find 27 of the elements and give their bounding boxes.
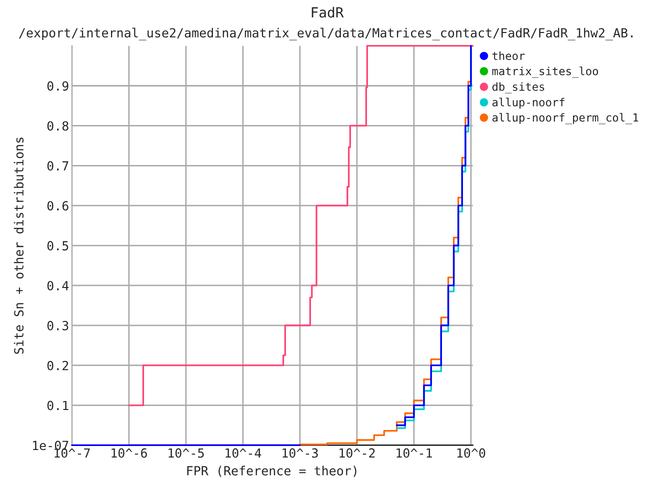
x-tick-label: 10^-7	[54, 448, 90, 458]
legend-label: theor	[492, 51, 525, 60]
chart-subtitle: /export/internal_use2/amedina/matrix_eval/data/Matrices_contact/FadR/FadR_1hw2_AB.	[19, 28, 633, 40]
y-tick-label: 0.9	[47, 81, 68, 91]
x-tick-label: 10^-4	[226, 448, 262, 458]
x-axis-title: FPR (Reference = theor)	[187, 466, 356, 477]
x-tick-label: 10^-5	[168, 448, 204, 458]
x-tick-label: 10^-6	[112, 448, 147, 458]
y-tick-label: 0.6	[47, 201, 68, 211]
legend-label: matrix_sites_loo	[492, 66, 598, 78]
y-tick-label: 0.5	[47, 241, 68, 250]
y-tick-label: 1e-07	[33, 440, 68, 450]
chart-title: FadR	[312, 6, 344, 18]
y-tick-label: 0.2	[47, 360, 68, 370]
x-tick-label: 10^-1	[396, 448, 432, 458]
y-tick-label: 0.3	[47, 320, 68, 330]
y-tick-label: 0.4	[47, 280, 69, 290]
y-tick-label: 0.1	[47, 400, 68, 410]
y-tick-label: 0.7	[47, 161, 68, 171]
x-tick-label: 10^-3	[282, 448, 318, 458]
x-tick-label: 10^-2	[340, 448, 375, 458]
y-axis-title: Site Sn + other distributions	[14, 138, 24, 354]
y-tick-label: 0.8	[47, 121, 68, 131]
legend-label: allup-noorf_perm_col_1	[492, 113, 638, 124]
legend-label: db_sites	[492, 82, 544, 94]
legend-label: allup-noorf	[492, 98, 564, 109]
x-tick-label: 10^0	[457, 448, 486, 458]
